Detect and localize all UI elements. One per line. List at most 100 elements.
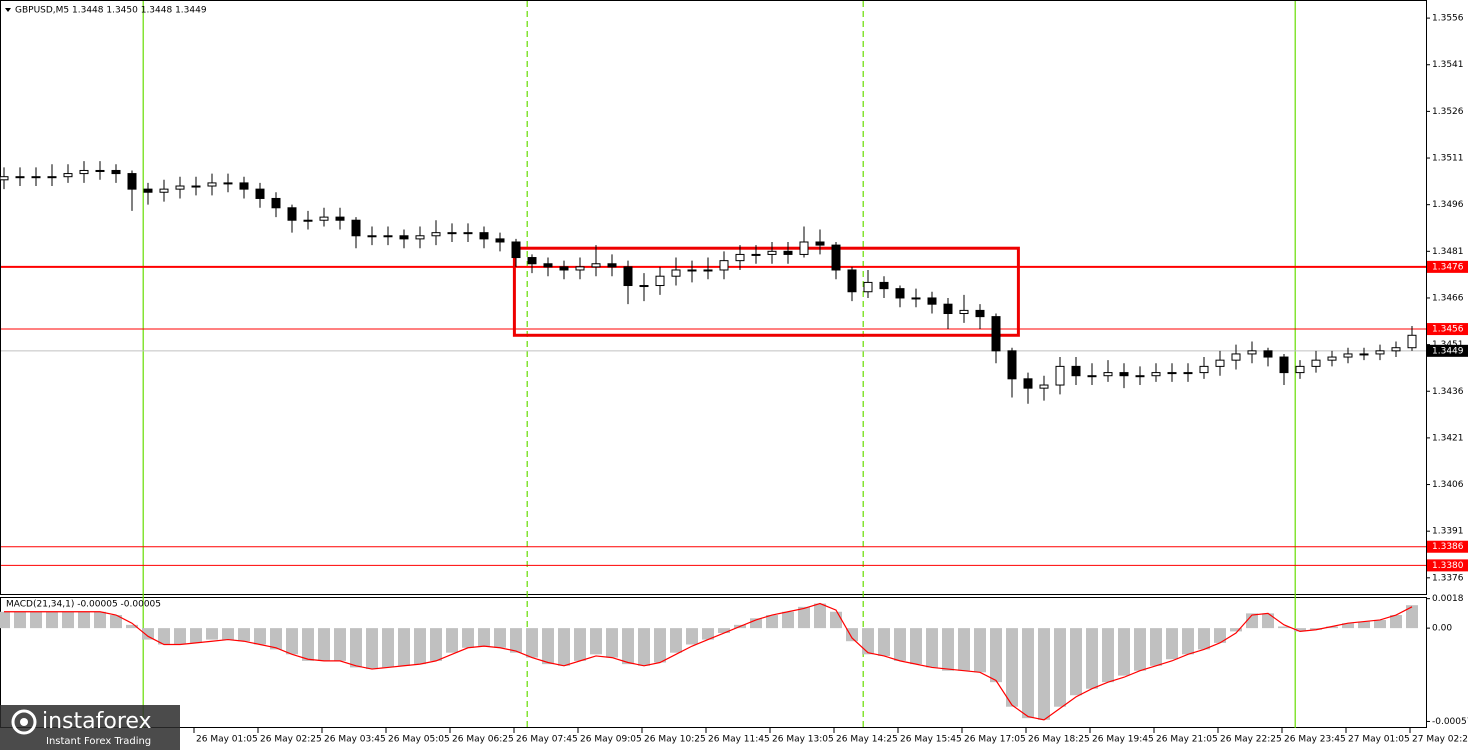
- x-tick-label: 26 May 06:25: [452, 735, 514, 745]
- macd-bar: [382, 628, 394, 668]
- candle-body: [1055, 365, 1065, 386]
- macd-bar: [366, 628, 378, 670]
- macd-bar: [622, 628, 634, 665]
- candle-body: [815, 241, 825, 246]
- candle-body: [1231, 353, 1241, 361]
- macd-bar: [830, 611, 842, 629]
- macd-bar: [1358, 621, 1370, 629]
- x-tick-label: 26 May 10:25: [644, 735, 706, 745]
- x-tick-label: 26 May 15:45: [900, 735, 962, 745]
- range-box: [512, 246, 1020, 337]
- x-tick-label: 26 May 05:05: [388, 735, 450, 745]
- candle-body: [1311, 359, 1321, 367]
- macd-bar: [574, 628, 586, 661]
- macd-bar: [302, 628, 314, 661]
- macd-bar: [798, 606, 810, 629]
- candle-body: [591, 263, 601, 268]
- candle-body: [239, 182, 249, 190]
- candle-body: [927, 297, 937, 305]
- x-tick-label: 26 May 02:25: [260, 735, 322, 745]
- candle-body: [991, 316, 1001, 352]
- logo-icon-core: [20, 718, 28, 726]
- macd-bar: [1230, 628, 1242, 632]
- candle-body: [495, 238, 505, 243]
- macd-bar: [1374, 619, 1386, 629]
- level-label: 1.3386: [1432, 542, 1464, 552]
- y-tick-label: 1.3436: [1432, 387, 1464, 397]
- candle-body: [1295, 365, 1305, 374]
- macd-bar: [94, 611, 106, 629]
- y-tick-label: 1.3481: [1432, 247, 1464, 257]
- candle-body: [575, 266, 585, 271]
- macd-bar: [254, 628, 266, 645]
- level-box: [1427, 260, 1468, 273]
- macd-bar: [126, 624, 138, 629]
- y-tick-label: -0.00057: [1432, 717, 1468, 727]
- x-tick-label: 26 May 03:45: [324, 735, 386, 745]
- macd-bar: [1326, 626, 1338, 629]
- macd-bar: [590, 628, 602, 655]
- x-tick-label: 27 May 02:25: [1412, 735, 1468, 745]
- last-price-box: [1427, 344, 1468, 357]
- macd-bar: [286, 628, 298, 655]
- macd-bar: [1214, 628, 1226, 643]
- macd-bar: [318, 628, 330, 661]
- macd-bar: [462, 628, 474, 648]
- candle-body: [463, 232, 473, 235]
- candle-body: [863, 281, 873, 293]
- x-tick-label: 26 May 14:25: [836, 735, 898, 745]
- chart-title: GBPUSD,M5 1.3448 1.3450 1.3448 1.3449: [15, 6, 207, 16]
- candle-body: [1119, 372, 1129, 377]
- level-box: [1427, 323, 1468, 336]
- macd-bar: [558, 628, 570, 666]
- macd-bar: [1198, 628, 1210, 650]
- candle-body: [831, 244, 841, 271]
- candle-body: [1023, 378, 1033, 389]
- macd-title: MACD(21,34,1) -0.00005 -0.00005: [6, 600, 161, 610]
- macd-bar: [942, 628, 954, 671]
- candle-body: [847, 269, 857, 293]
- x-tick-label: 26 May 21:05: [1156, 735, 1218, 745]
- macd-bar: [78, 611, 90, 629]
- logo-name: instaforex: [42, 709, 152, 734]
- candle-body: [95, 169, 105, 172]
- macd-bar: [334, 628, 346, 661]
- x-tick-label: 26 May 22:25: [1220, 735, 1282, 745]
- candle-body: [1039, 384, 1049, 389]
- candle-body: [943, 303, 953, 315]
- y-tick-label: 1.3556: [1432, 14, 1464, 24]
- candle-body: [367, 235, 377, 238]
- last-price-label: 1.3449: [1432, 346, 1464, 356]
- macd-bar: [750, 618, 762, 629]
- candle-body: [1327, 356, 1337, 361]
- y-tick-label: 1.3541: [1432, 60, 1464, 70]
- candle-body: [191, 185, 201, 188]
- macd-frame: [0, 597, 1427, 728]
- candle-body: [735, 253, 745, 262]
- macd-bar: [1278, 626, 1290, 629]
- candle-body: [671, 269, 681, 277]
- macd-bar: [606, 628, 618, 658]
- candle-body: [319, 216, 329, 221]
- logo: instaforex Instant Forex Trading: [0, 705, 180, 750]
- macd-bar: [0, 611, 10, 629]
- candle-body: [15, 176, 25, 179]
- candle-body: [639, 285, 649, 288]
- macd-bar: [526, 628, 538, 658]
- macd-bar: [14, 611, 26, 629]
- candle-body: [1135, 375, 1145, 378]
- macd-bar: [654, 628, 666, 663]
- macd-bar: [638, 628, 650, 666]
- candle-body: [175, 185, 185, 190]
- macd-bar: [1086, 628, 1098, 689]
- x-tick-label: 26 May 19:45: [1092, 735, 1154, 745]
- candle-body: [63, 173, 73, 178]
- macd-bar: [670, 628, 682, 653]
- candle-body: [1199, 365, 1209, 374]
- candle-body: [1359, 353, 1369, 356]
- candle-body: [383, 235, 393, 238]
- macd-bar: [1134, 628, 1146, 671]
- candle-body: [799, 241, 809, 255]
- candle-body: [47, 176, 57, 179]
